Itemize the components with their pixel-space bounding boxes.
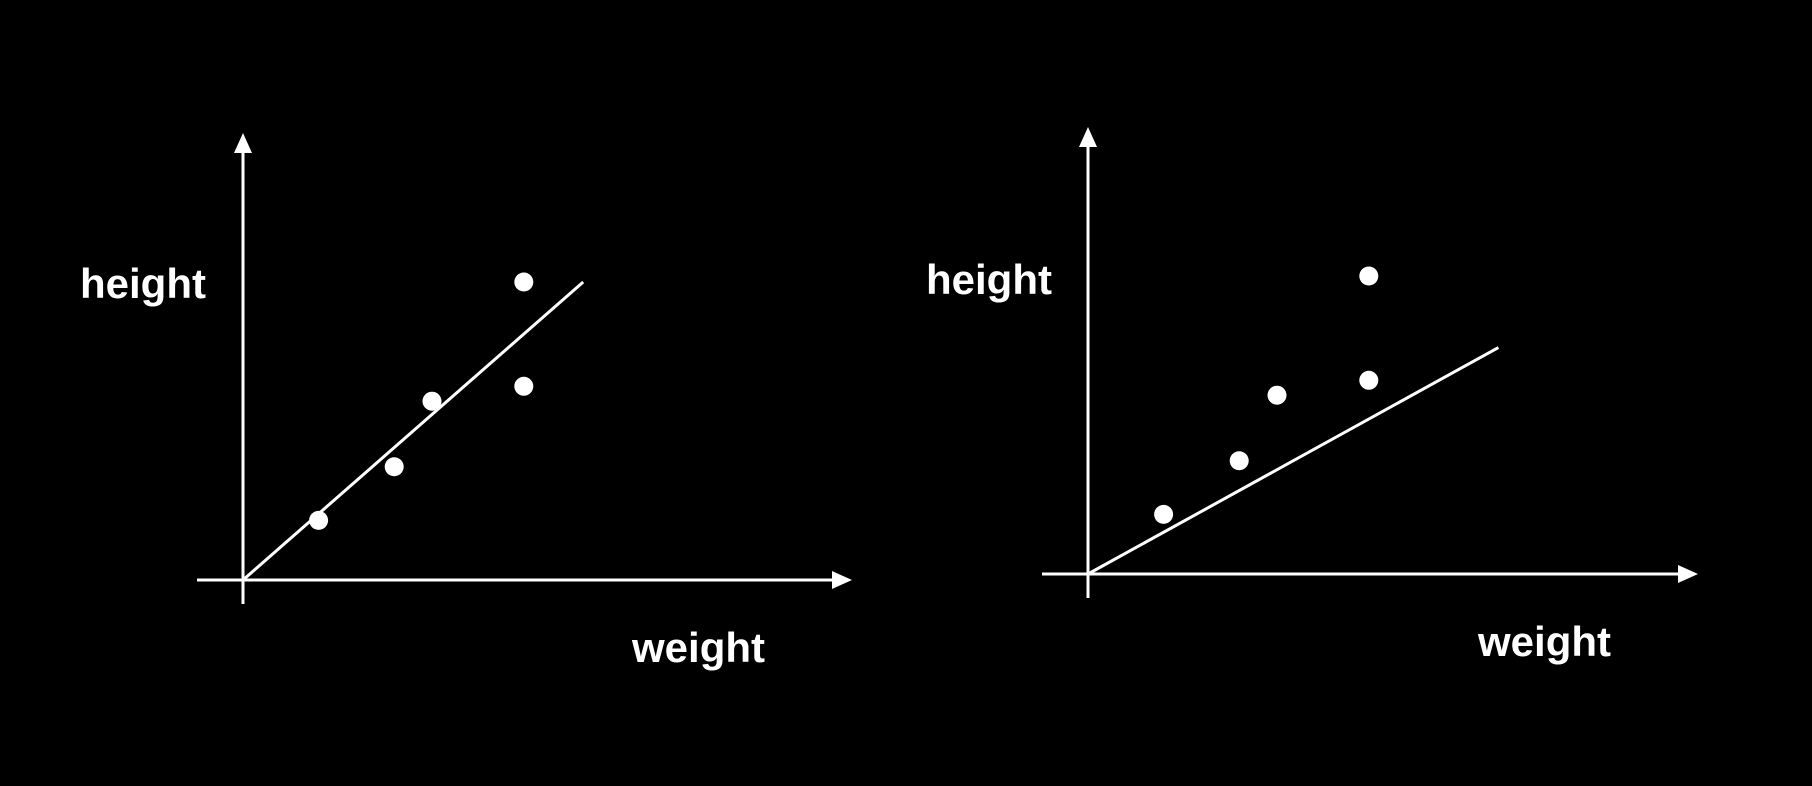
y-axis-label: height: [80, 260, 206, 307]
fit-line: [242, 280, 585, 582]
chart-right: height weight: [926, 127, 1698, 665]
data-point: [384, 457, 404, 477]
data-point: [422, 391, 442, 411]
fit-line: [1087, 346, 1500, 576]
data-point: [514, 376, 534, 396]
data-point: [1229, 451, 1249, 471]
y-axis-arrow-icon: [1079, 127, 1097, 147]
chart-left: height weight: [80, 133, 852, 671]
data-point: [309, 510, 329, 530]
data-point: [514, 272, 534, 292]
x-axis-label: weight: [631, 624, 765, 671]
x-axis-label: weight: [1477, 618, 1611, 665]
data-point: [1267, 385, 1287, 405]
y-axis-arrow-icon: [234, 133, 252, 153]
x-axis-arrow-icon: [1678, 565, 1698, 583]
data-point: [1154, 504, 1174, 524]
data-point: [1359, 370, 1379, 390]
data-point: [1359, 266, 1379, 286]
x-axis-arrow-icon: [832, 571, 852, 589]
y-axis-label: height: [926, 256, 1052, 303]
